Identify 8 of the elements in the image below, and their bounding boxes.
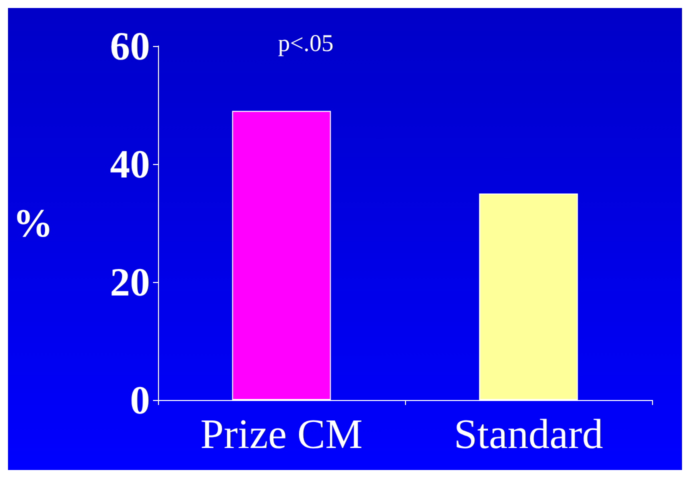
y-tick-label: 40 <box>110 142 150 186</box>
y-tick-label: 20 <box>110 260 150 304</box>
x-tick-label: Prize CM <box>200 412 363 458</box>
y-axis-title: % <box>13 200 53 246</box>
x-tick-label: Standard <box>454 412 604 458</box>
y-tick-label: 60 <box>110 24 150 68</box>
annotation: p<.05 <box>278 31 334 57</box>
y-tick-label: 0 <box>130 378 150 422</box>
